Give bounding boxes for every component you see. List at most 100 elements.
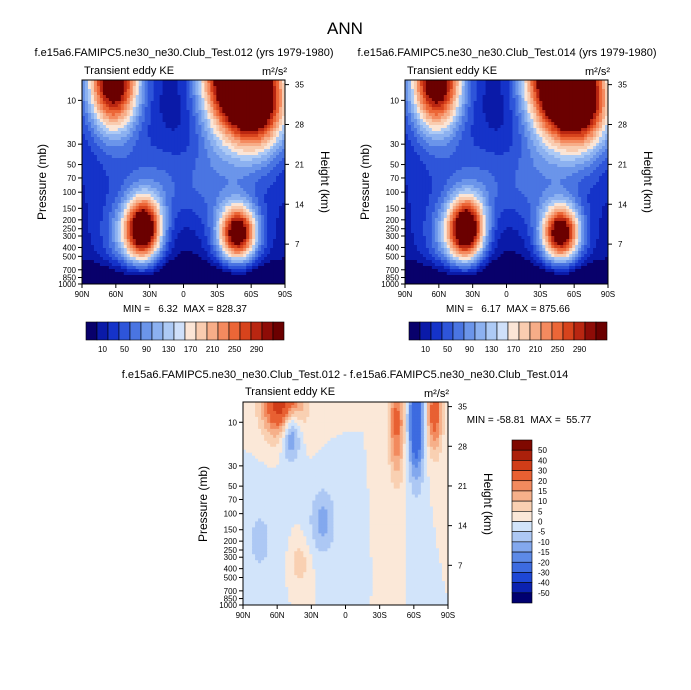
field-cell	[147, 221, 152, 225]
field-cell	[123, 278, 128, 282]
field-cell	[141, 86, 146, 90]
field-cell	[279, 95, 283, 99]
field-cell	[159, 203, 164, 207]
field-cell	[180, 113, 185, 117]
field-cell	[111, 149, 116, 153]
field-cell	[282, 194, 285, 198]
field-cell	[276, 113, 280, 117]
field-cell	[177, 125, 182, 129]
field-cell	[258, 134, 262, 138]
field-cell	[174, 239, 179, 243]
field-cell	[168, 263, 173, 267]
field-cell	[255, 188, 259, 192]
field-cell	[105, 230, 110, 234]
field-cell	[165, 221, 170, 225]
field-cell	[159, 194, 164, 198]
field-cell	[189, 161, 194, 165]
field-cell	[93, 107, 98, 111]
field-cell	[96, 113, 101, 117]
field-cell	[87, 233, 92, 237]
field-cell	[141, 209, 146, 213]
field-cell	[174, 269, 179, 273]
field-cell	[204, 167, 208, 171]
field-cell	[99, 134, 104, 138]
field-cell	[123, 125, 128, 129]
field-cell	[90, 83, 95, 87]
colorbar-label: 250	[228, 345, 242, 354]
field-cell	[548, 80, 552, 84]
field-cell	[126, 158, 131, 162]
field-cell	[195, 158, 200, 162]
field-cell	[117, 113, 122, 117]
field-cell	[213, 116, 217, 120]
field-cell	[165, 131, 170, 135]
field-cell	[159, 104, 164, 108]
field-cell	[246, 182, 250, 186]
field-cell	[108, 176, 113, 180]
field-cell	[207, 251, 211, 255]
field-cell	[141, 143, 146, 147]
field-cell	[144, 110, 149, 114]
field-cell	[156, 101, 161, 105]
field-cell	[108, 257, 113, 261]
field-cell	[255, 218, 259, 222]
field-cell	[96, 233, 101, 237]
field-cell	[82, 263, 86, 267]
field-cell	[506, 86, 511, 90]
field-cell	[135, 251, 140, 255]
field-cell	[207, 161, 211, 165]
field-cell	[258, 194, 262, 198]
field-cell	[120, 197, 125, 201]
field-cell	[183, 281, 188, 284]
field-cell	[87, 131, 92, 135]
field-cell	[240, 209, 244, 213]
field-cell	[120, 227, 125, 231]
field-cell	[186, 182, 191, 186]
field-cell	[120, 152, 125, 156]
field-cell	[195, 173, 200, 177]
field-cell	[213, 86, 217, 90]
field-cell	[551, 89, 555, 93]
field-cell	[129, 167, 134, 171]
field-cell	[186, 266, 191, 270]
field-cell	[276, 110, 280, 114]
field-cell	[84, 236, 89, 240]
field-cell	[162, 83, 167, 87]
field-cell	[129, 83, 134, 87]
field-cell	[117, 122, 122, 126]
field-cell	[132, 89, 137, 93]
field-cell	[204, 131, 208, 135]
field-cell	[261, 131, 265, 135]
field-cell	[261, 188, 265, 192]
field-cell	[210, 158, 214, 162]
field-cell	[177, 197, 182, 201]
field-cell	[509, 80, 514, 84]
field-cell	[117, 194, 122, 198]
field-cell	[255, 236, 259, 240]
field-cell	[168, 200, 173, 204]
field-cell	[488, 83, 493, 87]
field-cell	[231, 128, 235, 132]
field-cell	[171, 257, 176, 261]
field-cell	[99, 236, 104, 240]
field-cell	[99, 80, 104, 84]
field-cell	[198, 212, 203, 216]
field-cell	[189, 209, 194, 213]
field-cell	[174, 167, 179, 171]
field-cell	[276, 164, 280, 168]
field-cell	[108, 170, 113, 174]
field-cell	[156, 242, 161, 246]
field-cell	[189, 167, 194, 171]
field-cell	[111, 173, 116, 177]
field-cell	[246, 206, 250, 210]
field-cell	[234, 218, 238, 222]
field-cell	[96, 260, 101, 264]
field-cell	[82, 128, 86, 132]
field-cell	[123, 182, 128, 186]
field-cell	[87, 173, 92, 177]
field-cell	[99, 230, 104, 234]
field-cell	[135, 164, 140, 168]
field-cell	[219, 251, 223, 255]
colorbar-box	[140, 321, 153, 341]
field-cell	[240, 161, 244, 165]
